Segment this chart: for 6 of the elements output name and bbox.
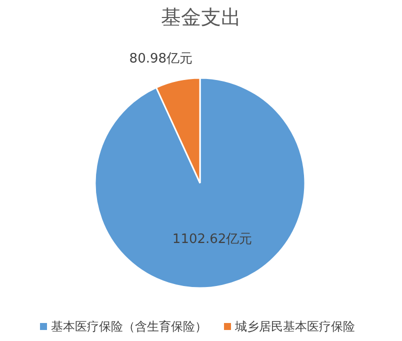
data-label: 1102.62亿元 — [172, 232, 252, 247]
chart-title: 基金支出 — [161, 5, 241, 29]
pie-slice — [94, 77, 306, 289]
legend-label: 基本医疗保险（含生育保险） — [51, 319, 207, 334]
data-label: 80.98亿元 — [129, 51, 193, 66]
legend-label: 城乡居民基本医疗保险 — [234, 319, 355, 334]
